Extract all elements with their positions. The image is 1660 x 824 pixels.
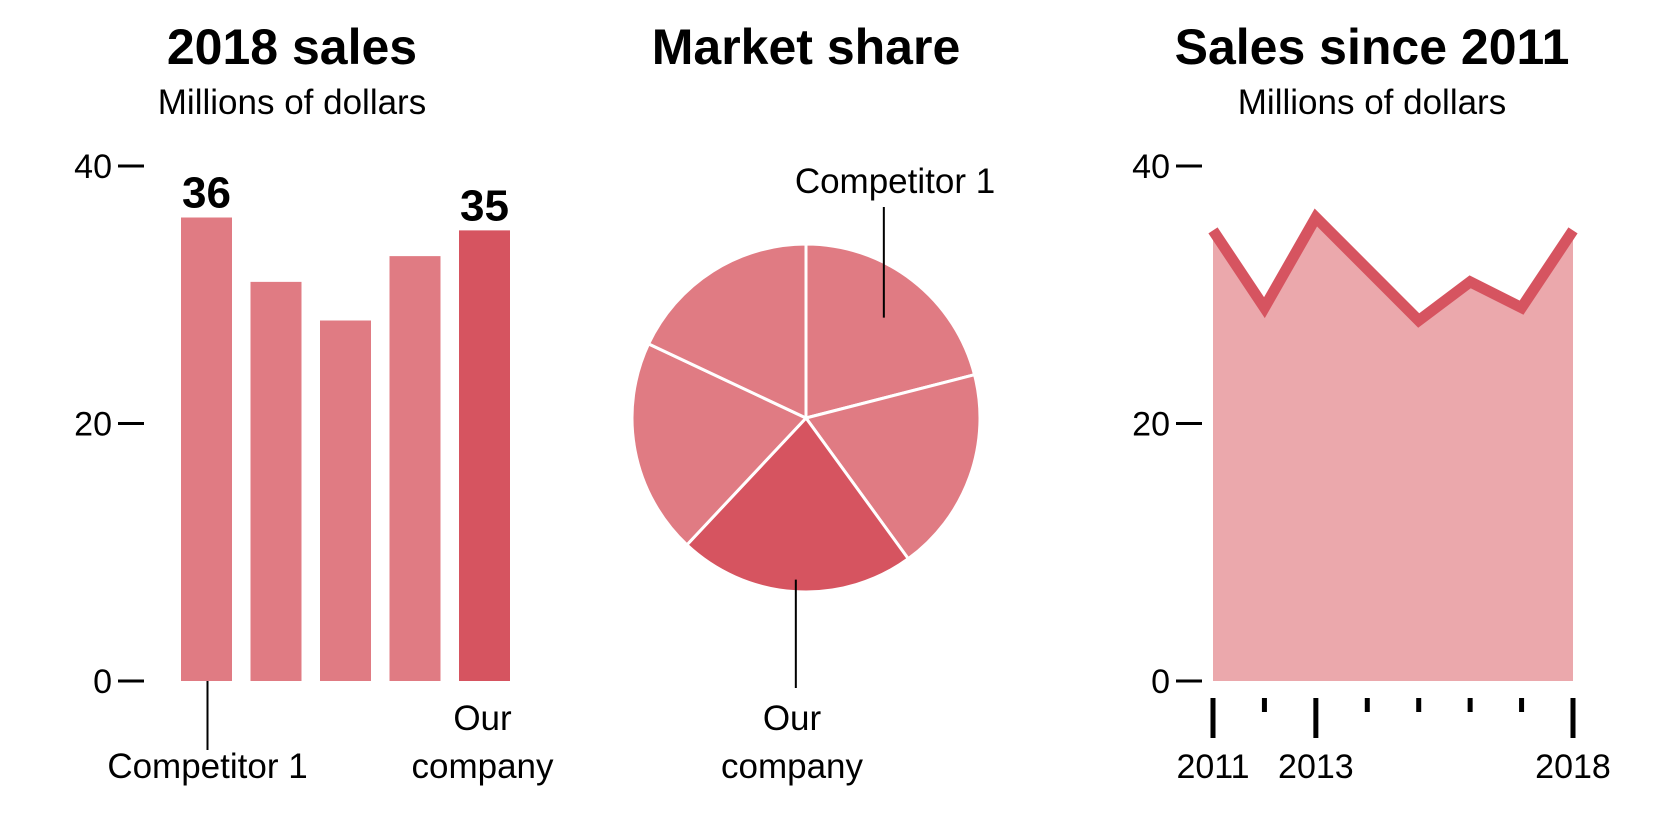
bar-value-label: 36 <box>182 169 231 218</box>
bar-y-axis: 0 20 40 <box>74 148 144 701</box>
bar-labels: 36 35 Competitor 1 Our company <box>107 169 554 787</box>
area-x-tick-label: 2018 <box>1535 748 1611 786</box>
bar-y-tick-label: 20 <box>74 406 112 444</box>
pie-slice <box>803 372 982 561</box>
pie-slice <box>646 242 808 421</box>
pie-chart: Market share Competitor 1 Our company <box>630 19 995 786</box>
bar-chart-title: 2018 sales <box>167 19 417 75</box>
area-fill <box>1213 217 1573 681</box>
area-y-tick-label: 0 <box>1151 663 1170 701</box>
area-x-tick-label: 2011 <box>1176 748 1249 786</box>
bar <box>320 320 371 681</box>
bar <box>459 230 510 681</box>
area-x-axis: 2011 2013 2018 <box>1176 698 1611 786</box>
pie-annotation-label: company <box>721 747 864 786</box>
bar-marks <box>181 217 510 681</box>
pie-slice <box>630 341 809 547</box>
pie-slice <box>804 242 977 420</box>
bar-y-tick-label: 0 <box>93 663 112 701</box>
pie-marks <box>630 242 982 594</box>
bar-value-label: 35 <box>460 181 509 230</box>
bar-chart-subtitle: Millions of dollars <box>158 83 426 122</box>
pie-annotation-label: Our <box>763 699 822 738</box>
area-chart-title: Sales since 2011 <box>1175 19 1570 75</box>
area-y-axis: 0 20 40 <box>1132 148 1202 701</box>
area-marks <box>1208 208 1578 681</box>
area-line <box>1208 208 1578 328</box>
area-chart-subtitle: Millions of dollars <box>1238 83 1506 122</box>
bar-annotation-label: Competitor 1 <box>107 747 307 786</box>
pie-chart-title: Market share <box>652 19 961 75</box>
pie-annotation-label: Competitor 1 <box>795 162 995 201</box>
bar <box>250 281 302 681</box>
area-x-tick-label: 2013 <box>1278 748 1354 786</box>
area-y-tick-label: 20 <box>1132 406 1170 444</box>
pie-labels: Competitor 1 Our company <box>721 162 995 786</box>
area-chart: Sales since 2011 Millions of dollars 020… <box>1132 19 1611 786</box>
bar-annotation-label: company <box>411 747 554 786</box>
bar <box>389 256 441 681</box>
area-y-tick-label: 40 <box>1132 148 1170 186</box>
bar-y-tick-label: 40 <box>74 148 112 186</box>
bar-annotation-label: Our <box>453 699 512 738</box>
bar <box>181 217 232 681</box>
